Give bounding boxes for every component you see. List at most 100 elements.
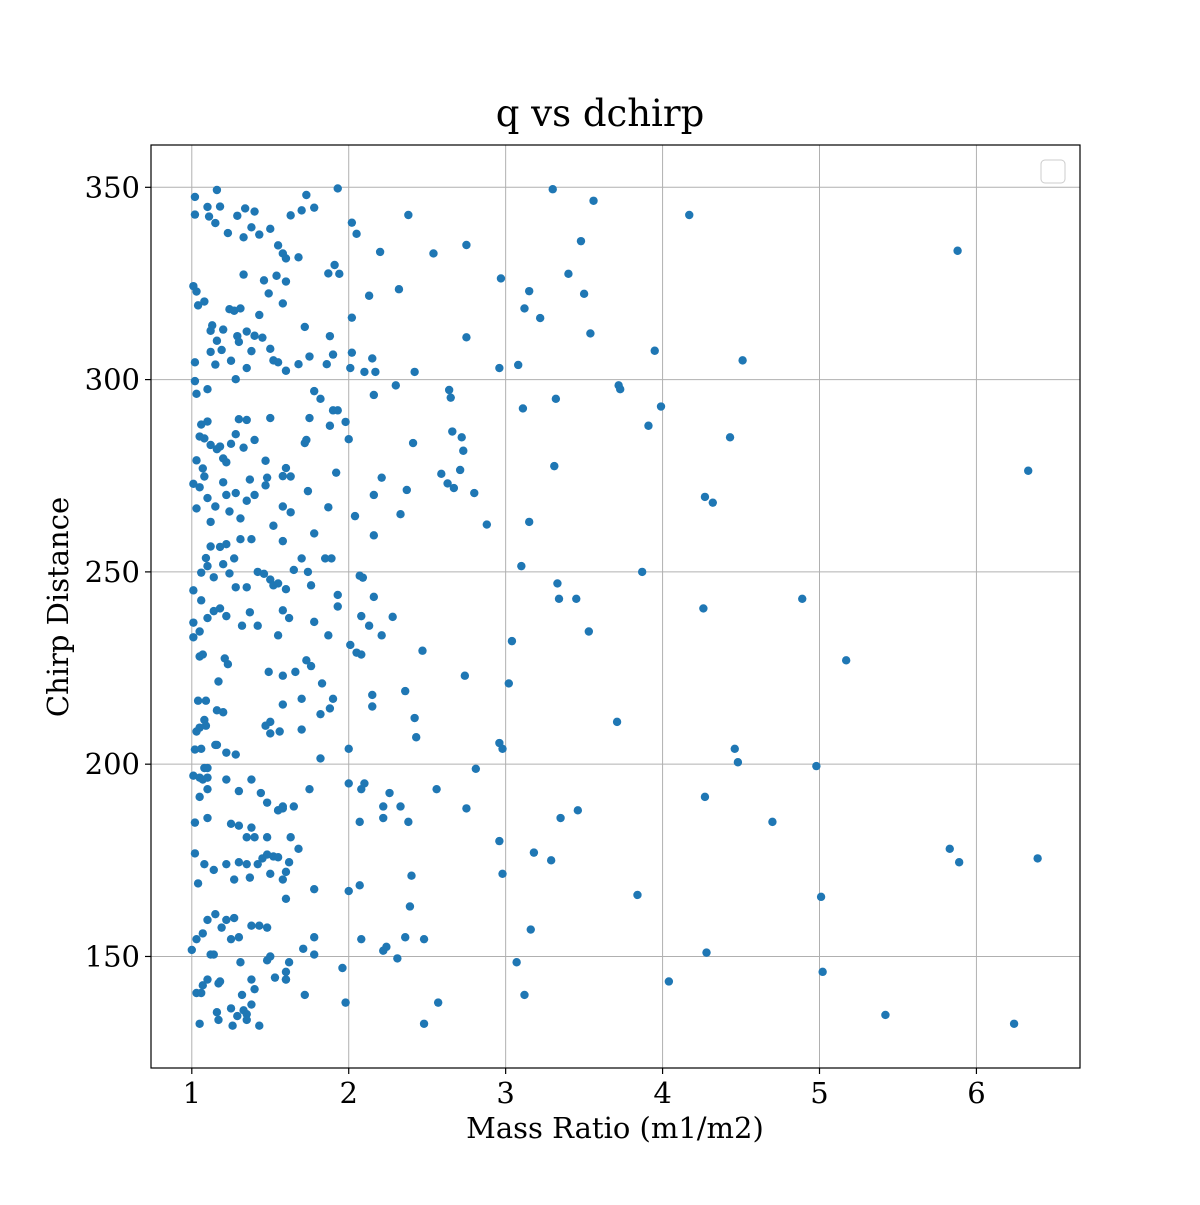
scatter-point: [553, 579, 562, 588]
scatter-point: [273, 853, 283, 862]
scatter-point: [192, 934, 201, 944]
scatter-point: [245, 608, 255, 617]
scatter-point: [215, 202, 225, 211]
scatter-point: [418, 646, 427, 655]
scatter-point: [573, 806, 583, 815]
scatter-point: [310, 933, 319, 942]
scatter-point: [291, 667, 300, 677]
scatter-point: [231, 750, 240, 759]
scatter-point: [391, 381, 401, 390]
scatter-point: [1009, 1019, 1019, 1028]
scatter-point: [226, 819, 236, 828]
scatter-point: [433, 998, 443, 1007]
scatter-point: [504, 679, 513, 688]
scatter-point: [322, 360, 331, 369]
y-tick-label: 300: [85, 363, 140, 397]
scatter-point: [368, 690, 377, 700]
scatter-point: [278, 875, 288, 884]
scatter-point: [212, 1008, 222, 1017]
scatter-point: [317, 679, 327, 688]
scatter-point: [518, 404, 528, 413]
x-tick-label: 5: [810, 1076, 828, 1110]
scatter-point: [449, 483, 459, 493]
scatter-point: [203, 561, 212, 571]
scatter-point: [584, 627, 594, 636]
scatter-point: [564, 269, 573, 279]
scatter-point: [236, 958, 245, 967]
scatter-point: [496, 274, 506, 283]
scatter-point: [407, 871, 416, 880]
scatter-point: [242, 833, 251, 842]
scatter-point: [209, 950, 218, 959]
scatter-point: [255, 310, 264, 320]
scatter-point: [369, 490, 379, 500]
scatter-point: [259, 569, 269, 579]
scatter-point: [507, 636, 517, 646]
scatter-point: [261, 721, 270, 730]
scatter-point: [294, 844, 303, 853]
scatter-point: [324, 269, 333, 278]
scatter-point: [1033, 854, 1042, 863]
scatter-point: [379, 802, 388, 811]
scatter-point: [197, 420, 206, 429]
scatter-point: [266, 344, 275, 354]
scatter-point: [203, 975, 212, 984]
scatter-point: [278, 299, 288, 308]
scatter-point: [258, 333, 267, 342]
scatter-point: [264, 289, 273, 298]
scatter-point: [616, 385, 625, 394]
plot-frame: [150, 144, 1081, 1069]
scatter-point: [286, 472, 295, 481]
scatter-point: [369, 592, 379, 602]
scatter-point: [203, 202, 212, 212]
scatter-point: [237, 621, 247, 630]
scatter-point: [203, 493, 212, 503]
scatter-point: [548, 185, 557, 194]
scatter-point: [269, 521, 278, 530]
x-tick-label: 1: [183, 1076, 201, 1110]
scatter-point: [211, 909, 220, 919]
scatter-point: [471, 764, 481, 773]
scatter-point: [218, 478, 228, 487]
scatter-point: [195, 627, 204, 636]
scatter-point: [1024, 466, 1033, 475]
scatter-point: [278, 671, 288, 680]
scatter-point: [231, 488, 240, 498]
scatter-point: [200, 859, 209, 869]
scatter-point: [242, 415, 251, 425]
scatter-point: [394, 285, 404, 294]
scatter-point: [812, 761, 821, 771]
scatter-point: [190, 358, 200, 367]
scatter-point: [239, 233, 248, 242]
scatter-point: [190, 849, 200, 858]
scatter-point: [242, 327, 251, 336]
scatter-point: [708, 498, 717, 507]
scatter-point: [233, 211, 242, 220]
scatter-point: [556, 813, 565, 823]
scatter-point: [200, 297, 209, 306]
scatter-point: [226, 356, 236, 365]
scatter-point: [222, 539, 231, 549]
scatter-point: [278, 536, 288, 546]
scatter-point: [236, 304, 245, 313]
scatter-point: [262, 923, 272, 932]
scatter-point: [284, 858, 294, 867]
scatter-point: [266, 413, 275, 423]
scatter-point: [324, 631, 333, 640]
scatter-point: [325, 421, 335, 430]
scatter-point: [520, 990, 529, 1000]
scatter-point: [270, 973, 280, 982]
scatter-point: [300, 990, 309, 1000]
scatter-point: [586, 329, 595, 338]
scatter-point: [214, 1015, 223, 1025]
scatter-point: [346, 363, 355, 373]
scatter-point: [644, 421, 653, 430]
scatter-point: [247, 1000, 256, 1009]
scatter-point: [529, 848, 539, 857]
grid-lines: [151, 145, 1080, 1068]
scatter-point: [375, 247, 385, 257]
scatter-point: [310, 386, 319, 396]
x-tick-label: 6: [967, 1076, 985, 1110]
scatter-point: [385, 788, 394, 798]
scatter-point: [495, 363, 504, 373]
